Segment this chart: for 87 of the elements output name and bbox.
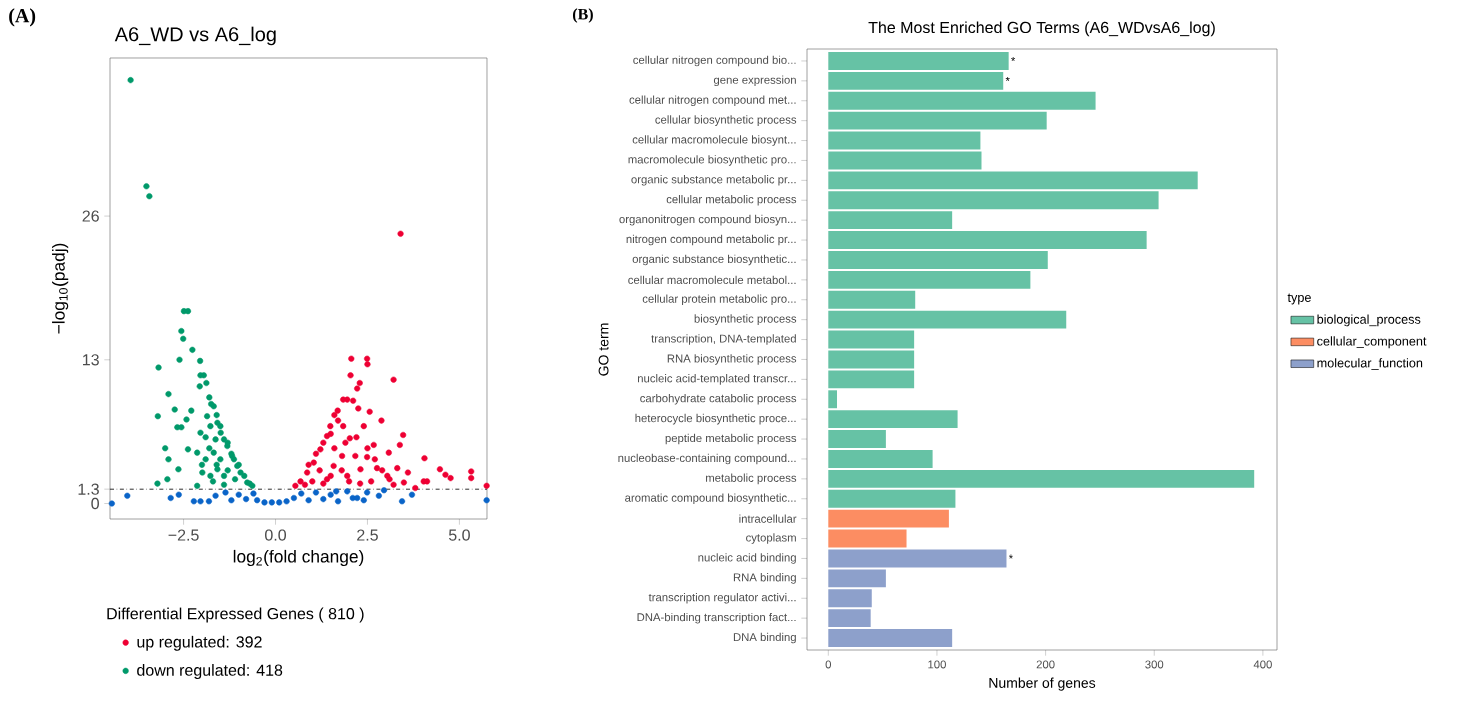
annotation: *	[1005, 76, 1010, 81]
bar	[828, 390, 837, 409]
text: (A)	[9, 8, 36, 27]
y-tick-label: organic substance metabolic pr...	[631, 175, 796, 186]
bar	[828, 310, 1067, 329]
legend-label: up regulated: 392	[137, 635, 262, 651]
y-tick-label: nucleic acid binding	[698, 553, 796, 564]
y-tick-label: aromatic compound biosynthetic...	[625, 493, 796, 505]
y-tick-label: metabolic process	[706, 473, 797, 485]
y-axis-title: −log$_{10}$(padj)	[52, 243, 69, 334]
x-tick-label: 300	[1145, 660, 1164, 669]
y-tick-label: heterocycle biosynthetic proce...	[635, 413, 796, 425]
annotation: *	[1008, 554, 1013, 559]
bar	[828, 509, 949, 528]
bar	[828, 270, 1031, 289]
annotation: *	[1011, 57, 1016, 62]
chart-title: A6_WD vs A6_log	[114, 26, 276, 46]
x-tick-label: −2.5	[168, 529, 199, 541]
y-tick-label: DNA binding	[733, 632, 796, 644]
bar	[828, 91, 1096, 110]
y-tick-label: cellular biosynthetic process	[655, 115, 797, 126]
x-tick-label: 2.5	[357, 529, 378, 541]
x-tick-label: 100	[928, 660, 946, 669]
x-tick-label: 0	[825, 660, 832, 669]
bar	[828, 450, 933, 468]
y-tick-label: cellular nitrogen compound met...	[629, 95, 796, 107]
bar	[828, 370, 915, 389]
y-tick-label: nucleic acid-templated transcr...	[637, 374, 796, 385]
y-tick-label: RNA biosynthetic process	[667, 354, 797, 365]
legend-label: cellular_component	[1317, 336, 1427, 349]
legend-label: molecular_function	[1317, 358, 1423, 370]
y-tick-label: gene expression	[713, 75, 796, 87]
y-tick-label: DNA-binding transcription fact...	[637, 612, 796, 624]
bar	[828, 489, 956, 508]
bar	[828, 589, 872, 608]
y-tick-label: cellular macromolecule metabol...	[628, 275, 796, 284]
y-tick-label: transcription, DNA-templated	[651, 334, 796, 345]
y-axis-title: GO term	[598, 323, 609, 376]
bar	[828, 250, 1048, 269]
x-tick-label: 0.0	[265, 529, 287, 541]
y-tick-label: 0	[91, 497, 99, 510]
bar	[828, 191, 1159, 210]
bar	[828, 71, 1004, 90]
bar	[828, 430, 886, 449]
y-tick-label: cellular nitrogen compound bio...	[633, 55, 796, 67]
y-tick-label: nucleobase-containing compound...	[618, 453, 796, 465]
legend-title: Differential Expressed Genes ( 810 )	[107, 607, 364, 623]
x-axis-title: log$_{2}$(fold change)	[233, 549, 364, 567]
y-tick-label: organic substance biosynthetic...	[632, 254, 796, 266]
x-axis-title: Number of genes	[989, 677, 1096, 691]
bar	[828, 290, 916, 309]
x-tick-label: 5.0	[448, 529, 470, 541]
chart-title: The Most Enriched GO Terms (A6_WDvsA6_log)	[868, 21, 1215, 37]
bar	[828, 171, 1198, 190]
bar	[828, 410, 958, 429]
y-tick-label: cellular metabolic process	[666, 194, 797, 206]
y-tick-label: nitrogen compound metabolic pr...	[626, 234, 796, 246]
text: (B)	[572, 8, 593, 23]
bar	[828, 51, 1009, 70]
y-tick-label: cellular macromolecule biosynt...	[632, 135, 796, 146]
y-tick-label: 26	[82, 210, 99, 222]
bar	[828, 211, 953, 230]
legend-label: biological_process	[1317, 314, 1421, 327]
bar	[828, 609, 871, 628]
legend-title: type	[1287, 293, 1311, 305]
bar	[828, 111, 1047, 130]
y-tick-label: cytoplasm	[746, 533, 796, 544]
y-tick-label: cellular protein metabolic pro...	[642, 294, 796, 306]
y-tick-label: 13	[83, 354, 99, 366]
bar	[828, 629, 953, 648]
y-tick-label: intracellular	[739, 514, 797, 523]
bar	[828, 231, 1147, 249]
x-tick-label: 200	[1036, 660, 1055, 669]
y-tick-label: carbohydrate catabolic process	[640, 393, 797, 405]
y-tick-label: macromolecule biosynthetic pro...	[628, 155, 796, 166]
x-tick-label: 400	[1253, 660, 1272, 669]
bar	[828, 549, 1007, 568]
y-tick-label: transcription regulator activi...	[648, 592, 796, 604]
bar	[828, 569, 886, 588]
y-tick-label: organonitrogen compound biosyn...	[619, 214, 796, 226]
bar	[828, 469, 1255, 488]
y-tick-label: biosynthetic process	[694, 314, 797, 325]
legend-label: down regulated: 418	[137, 664, 283, 680]
y-tick-label: RNA binding	[733, 573, 796, 584]
y-tick-label: 1.3	[78, 483, 99, 495]
bar	[828, 529, 907, 548]
y-tick-label: peptide metabolic process	[665, 433, 797, 445]
